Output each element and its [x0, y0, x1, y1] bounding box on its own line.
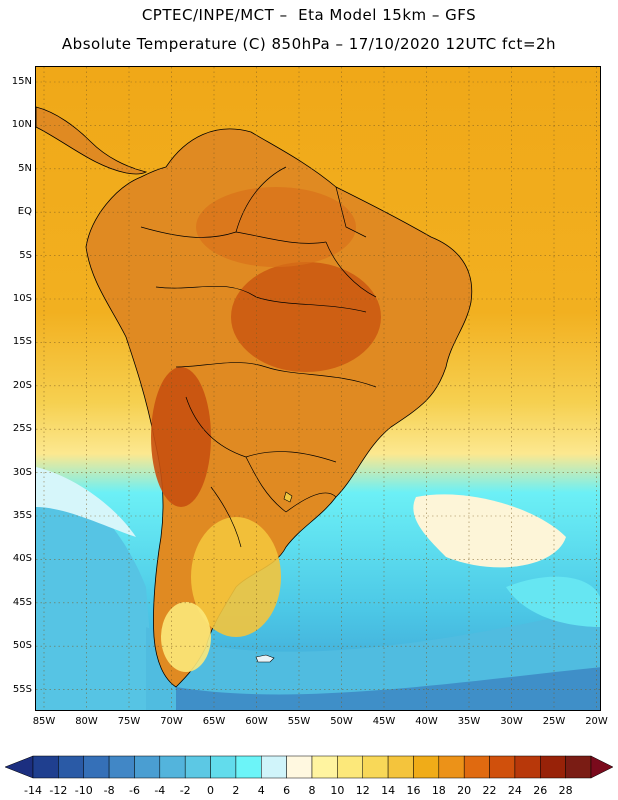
scale-tick-label: 6	[283, 784, 291, 797]
scale-tick-label: 10	[330, 784, 345, 797]
scale-tick-label: -8	[103, 784, 115, 797]
scale-tick-label: 2	[232, 784, 240, 797]
cold-band-deep-south	[176, 667, 600, 710]
scale-cell	[565, 755, 592, 779]
scale-tick-label: -10	[74, 784, 93, 797]
lat-tick-label: 55S	[12, 683, 32, 695]
scale-cell	[362, 755, 389, 779]
scale-tick-label: 22	[482, 784, 497, 797]
cool-pocket-atlantic	[413, 494, 566, 568]
scale-cell	[489, 755, 516, 779]
lon-tick-label: 70W	[160, 716, 183, 727]
scale-cell	[438, 755, 465, 779]
hot-core-andes	[151, 367, 211, 507]
scale-tick-label: 16	[406, 784, 421, 797]
lat-tick-label: 10N	[11, 119, 32, 131]
scale-tick-label: -6	[128, 784, 140, 797]
scale-tick-label: 24	[507, 784, 522, 797]
warm-amazon	[196, 187, 356, 267]
scale-tick-label: 8	[308, 784, 316, 797]
scale-cell	[514, 755, 541, 779]
lat-tick-label: 15S	[12, 336, 32, 348]
scale-tick-label: 12	[355, 784, 370, 797]
scale-tick-label: -14	[24, 784, 42, 797]
scale-cell	[286, 755, 313, 779]
scale-cell	[210, 755, 237, 779]
scale-tick-label: 14	[381, 784, 396, 797]
scale-tick-label: 26	[533, 784, 548, 797]
cold-band-southwest	[36, 467, 156, 710]
lon-tick-label: 20W	[585, 716, 608, 727]
scale-cell	[337, 755, 363, 779]
lake-patos	[283, 491, 293, 503]
scale-arrow-high	[590, 755, 614, 779]
cool-patagonia	[161, 602, 211, 672]
lon-tick-label: 55W	[287, 716, 311, 727]
scale-tick-label: 28	[558, 784, 573, 797]
lat-tick-label: 5S	[19, 249, 32, 261]
lon-tick-label: 40W	[415, 716, 438, 727]
scale-cell	[32, 755, 59, 779]
scale-cell	[134, 755, 161, 779]
scale-tick-label: -12	[49, 784, 68, 797]
lon-tick-label: 65W	[202, 716, 226, 727]
scale-cell	[184, 755, 211, 779]
lat-tick-label: 50S	[12, 640, 32, 652]
cyan-patch-atlantic	[506, 576, 600, 627]
scale-cell	[261, 755, 287, 779]
lat-tick-label: 15N	[11, 76, 32, 87]
temperature-map[interactable]	[35, 66, 601, 711]
scale-tick-label: -2	[179, 784, 191, 797]
scale-cell	[235, 755, 262, 779]
lat-tick-label: 30S	[12, 466, 32, 478]
scale-cell	[108, 755, 135, 779]
lat-tick-label: 45S	[12, 596, 32, 608]
hot-core-brazil	[231, 262, 381, 372]
cold-band-pacific-light	[36, 467, 136, 537]
scale-cell	[413, 755, 440, 779]
lon-tick-label: 80W	[75, 716, 98, 727]
lat-tick-label: 25S	[12, 423, 32, 435]
lon-tick-label: 85W	[32, 716, 56, 727]
lon-tick-label: 60W	[245, 716, 268, 727]
scale-cell	[387, 755, 414, 779]
lat-tick-label: 35S	[12, 510, 32, 521]
scale-tick-label: 4	[257, 784, 265, 797]
scale-tick-label: 0	[207, 784, 215, 797]
lat-tick-label: 40S	[12, 553, 32, 565]
scale-cell	[463, 755, 490, 779]
chart-title: CPTEC/INPE/MCT – Eta Model 15km – GFS	[141, 6, 477, 24]
scale-cell	[83, 755, 110, 779]
scale-cell	[311, 755, 338, 779]
scale-arrow-low	[4, 755, 34, 779]
cool-south-land	[191, 517, 281, 637]
color-scale-bar	[4, 755, 614, 779]
scale-cell	[540, 755, 566, 779]
lon-tick-label: 35W	[457, 716, 481, 727]
lon-tick-label: 25W	[542, 716, 566, 727]
chart-subtitle: Absolute Temperature (C) 850hPa – 17/10/…	[61, 35, 557, 53]
lat-tick-label: 10S	[12, 293, 32, 304]
lon-tick-label: 75W	[117, 716, 141, 727]
lat-tick-label: EQ	[17, 206, 32, 218]
scale-tick-label: 20	[457, 784, 472, 797]
lon-tick-label: 50W	[330, 716, 353, 727]
falkland-islands	[255, 654, 275, 663]
lat-tick-label: 20S	[12, 379, 32, 391]
scale-cell	[58, 755, 84, 779]
central-america-land	[36, 106, 148, 175]
lat-tick-label: 5N	[18, 162, 32, 174]
scale-tick-label: 18	[431, 784, 446, 797]
lon-tick-label: 45W	[372, 716, 396, 727]
scale-tick-label: -4	[154, 784, 166, 797]
lon-tick-label: 30W	[500, 716, 523, 727]
scale-cell	[159, 755, 186, 779]
